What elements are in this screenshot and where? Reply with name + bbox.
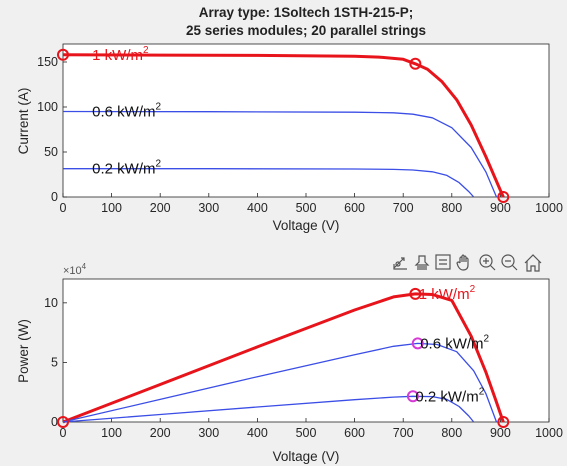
y-tick-label: 0 (51, 415, 58, 429)
x-tick-label: 1000 (535, 201, 563, 215)
point-marker (497, 191, 510, 203)
x-tick-label: 0 (60, 201, 67, 215)
x-axis-label-power: Voltage (V) (273, 449, 340, 464)
irradiance-annotation: 0.2 kW/m2 (415, 386, 484, 405)
x-tick-label: 600 (344, 201, 365, 215)
y-tick-label: 0 (51, 190, 58, 204)
y-tick-label: 50 (44, 145, 58, 159)
x-tick-label: 800 (441, 426, 462, 440)
axes-toolbar (393, 254, 542, 272)
irradiance-annotation: 0.6 kW/m2 (420, 333, 489, 352)
series-line-power-0 (62, 292, 505, 424)
power-voltage-plot[interactable]: 0 100 200 300 400 500 600 700 800 900 1000 0 5 10 1 … (44, 278, 563, 440)
irradiance-annotation: 0.6 kW/m2 (92, 102, 161, 121)
point-marker (497, 416, 510, 428)
x-tick-label: 0 (60, 426, 67, 440)
x-tick-label: 300 (198, 426, 219, 440)
x-tick-label: 900 (490, 426, 511, 440)
series-group-current (62, 53, 505, 198)
x-tick-label: 800 (441, 201, 462, 215)
y-axis-label-current: Current (A) (16, 88, 31, 155)
chart-title: Array type: 1Soltech 1STH-215-P; (199, 5, 414, 20)
irradiance-annotation: 1 kW/m2 (419, 284, 476, 303)
y-tick-label: 5 (51, 355, 58, 369)
brush-icon[interactable] (414, 255, 430, 270)
markers-group-current (57, 48, 510, 203)
y-exponent-power: ×104 (63, 262, 87, 277)
series-group-power (62, 292, 505, 424)
x-tick-label: 500 (296, 201, 317, 215)
zoom-out-icon[interactable] (501, 254, 518, 271)
x-tick-label: 200 (150, 426, 171, 440)
point-marker (409, 287, 422, 300)
chart-subtitle: 25 series modules; 20 parallel strings (186, 23, 426, 38)
home-icon[interactable] (524, 254, 542, 272)
x-tick-label: 600 (344, 426, 365, 440)
series-line-current-2 (63, 168, 475, 198)
x-tick-label: 1000 (535, 426, 563, 440)
x-tick-label: 100 (101, 426, 122, 440)
export-icon[interactable] (393, 257, 407, 270)
current-voltage-plot[interactable]: 0 100 200 300 400 500 600 700 800 900 1000 0 50 100 1… (37, 43, 563, 215)
pan-icon[interactable] (456, 254, 469, 271)
irradiance-annotation: 1 kW/m2 (92, 45, 149, 64)
x-tick-label: 900 (490, 201, 511, 215)
point-marker (406, 390, 419, 403)
x-tick-label: 700 (393, 201, 414, 215)
annotations-group-current: 1 kW/m2 0.6 kW/m2 0.2 kW/m2 (92, 45, 161, 178)
x-axis-power: 0 100 200 300 400 500 600 700 800 900 1000 (60, 418, 563, 440)
y-tick-label: 10 (44, 296, 58, 310)
annotations-group-power: 1 kW/m2 0.6 kW/m2 0.2 kW/m2 (415, 284, 489, 405)
x-axis-label-current: Voltage (V) (273, 218, 340, 233)
point-marker (57, 416, 69, 428)
x-axis-current: 0 100 200 300 400 500 600 700 800 900 1000 (60, 193, 563, 215)
markers-group-power (57, 287, 510, 428)
series-line-power-2 (62, 395, 475, 423)
series-line-power-1 (62, 342, 498, 423)
plot-area-power (62, 278, 550, 423)
y-axis-current: 0 50 100 150 (37, 55, 67, 204)
point-marker (411, 337, 424, 350)
y-axis-label-power: Power (W) (16, 319, 31, 383)
zoom-in-icon[interactable] (479, 254, 496, 271)
x-tick-label: 700 (393, 426, 414, 440)
point-marker (409, 57, 422, 70)
x-tick-label: 500 (296, 426, 317, 440)
series-line-current-1 (62, 110, 498, 198)
point-marker (57, 48, 69, 61)
x-tick-label: 200 (150, 201, 171, 215)
series-line-current-0 (62, 53, 505, 198)
y-tick-label: 150 (37, 55, 58, 69)
y-tick-label: 100 (37, 100, 58, 114)
x-tick-label: 300 (198, 201, 219, 215)
datatip-icon[interactable] (435, 254, 451, 270)
irradiance-annotation: 0.2 kW/m2 (92, 159, 161, 178)
x-tick-label: 100 (101, 201, 122, 215)
x-tick-label: 400 (247, 426, 268, 440)
x-tick-label: 400 (247, 201, 268, 215)
